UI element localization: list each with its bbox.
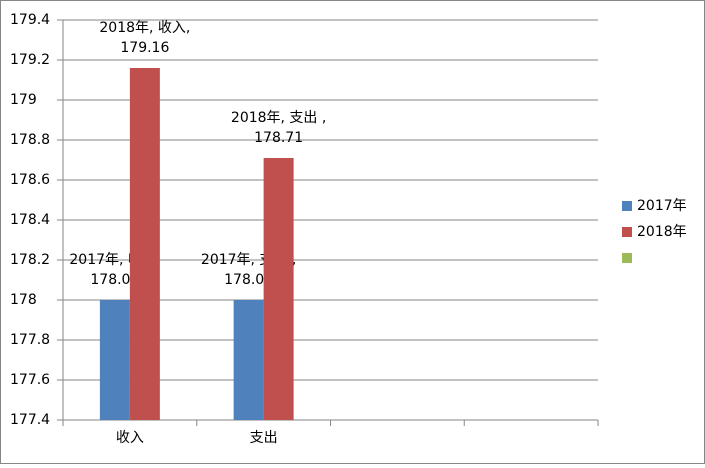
y-tick-label: 177.4 — [10, 412, 50, 428]
y-tick-label: 178.6 — [10, 172, 50, 188]
y-tick-label: 178.2 — [10, 252, 50, 268]
y-tick-label: 179 — [10, 92, 37, 108]
data-label: 178.00 — [90, 272, 139, 288]
data-label: 178.71 — [254, 130, 303, 146]
data-label-prefix: 2018年, 支出 , — [231, 110, 326, 126]
legend-swatch — [622, 253, 632, 263]
y-tick-label: 179.4 — [10, 12, 50, 28]
y-tick-label: 178.8 — [10, 132, 50, 148]
x-tick-label: 收入 — [116, 430, 144, 446]
legend-label: 2018年 — [637, 224, 687, 240]
y-tick-label: 178 — [10, 292, 37, 308]
legend-label: 2017年 — [637, 198, 687, 214]
data-label: 178.00 — [224, 272, 273, 288]
bar — [129, 68, 160, 420]
data-label: 179.16 — [120, 40, 169, 56]
y-tick-label: 177.8 — [10, 332, 50, 348]
legend-swatch — [622, 201, 632, 211]
data-label-prefix: 2018年, 收入, — [99, 20, 190, 36]
y-tick-label: 179.2 — [10, 52, 50, 68]
y-tick-label: 178.4 — [10, 212, 50, 228]
legend-swatch — [622, 227, 632, 237]
bar — [233, 300, 264, 420]
bar — [263, 158, 294, 420]
x-tick-label: 支出 — [250, 430, 278, 446]
y-tick-label: 177.6 — [10, 372, 50, 388]
bar — [99, 300, 130, 420]
